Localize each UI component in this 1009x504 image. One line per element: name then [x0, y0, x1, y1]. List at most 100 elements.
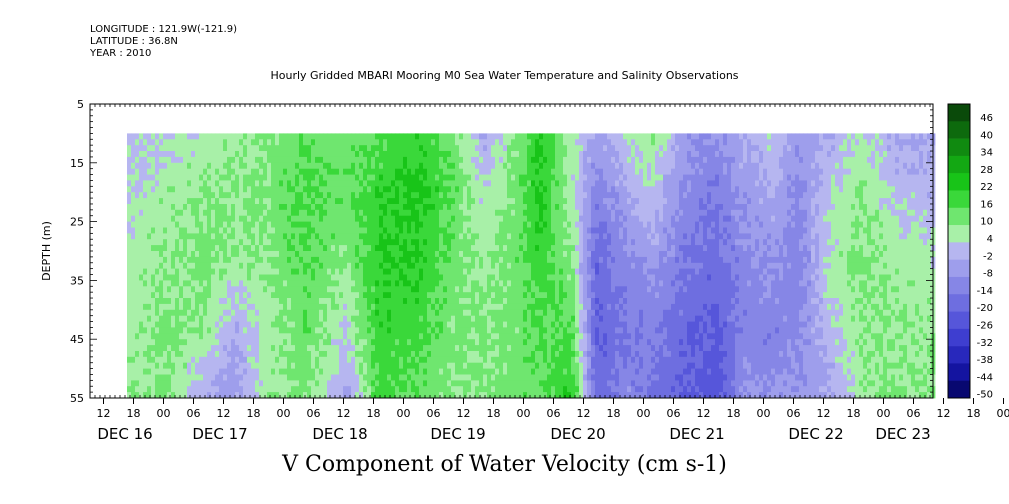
heatmap-cell [499, 209, 504, 217]
heatmap-cell [415, 221, 420, 228]
heatmap-cell [347, 374, 352, 381]
heatmap-cell [207, 174, 212, 181]
heatmap-cell [347, 162, 352, 170]
heatmap-cell [395, 380, 400, 387]
heatmap-cell [303, 239, 308, 246]
heatmap-cell [383, 309, 388, 317]
heatmap-cell [511, 380, 516, 387]
heatmap-cell [307, 298, 312, 305]
heatmap-cell [451, 227, 456, 234]
heatmap-cell [323, 151, 328, 158]
heatmap-cell [247, 227, 252, 234]
heatmap-cell [355, 162, 360, 170]
heatmap-cell [467, 215, 472, 222]
heatmap-cell [419, 198, 424, 205]
heatmap-cell [299, 362, 304, 369]
heatmap-cell [431, 133, 436, 140]
heatmap-cell [351, 327, 356, 334]
heatmap-cell [231, 239, 236, 246]
heatmap-cell [215, 286, 220, 293]
heatmap-cell [431, 321, 436, 328]
heatmap-cell [391, 386, 396, 393]
heatmap-cell [135, 368, 140, 375]
heatmap-cell [215, 356, 220, 364]
heatmap-cell [487, 186, 492, 193]
heatmap-cell [327, 321, 332, 328]
heatmap-cell [395, 180, 400, 187]
heatmap-cell [463, 233, 468, 240]
heatmap-cell [143, 215, 148, 222]
heatmap-cell [167, 245, 172, 252]
heatmap-cell [259, 356, 264, 364]
heatmap-cell [299, 286, 304, 293]
heatmap-cell [147, 198, 152, 205]
heatmap-cell [223, 245, 228, 252]
heatmap-cell [323, 268, 328, 275]
heatmap-cell [307, 356, 312, 364]
heatmap-cell [371, 315, 376, 322]
heatmap-cell [483, 351, 488, 358]
heatmap-cell [323, 286, 328, 293]
heatmap-cell [527, 221, 532, 228]
heatmap-cell [191, 139, 196, 146]
heatmap-cell [399, 374, 404, 381]
heatmap-cell [279, 274, 284, 281]
heatmap-cell [563, 356, 568, 364]
heatmap-cell [131, 139, 136, 146]
heatmap-cell [155, 245, 160, 252]
heatmap-cell [487, 386, 492, 393]
heatmap-cell [415, 327, 420, 334]
heatmap-cell [523, 374, 528, 381]
heatmap-cell [327, 309, 332, 317]
heatmap-cell [475, 339, 480, 346]
heatmap-cell [371, 298, 376, 305]
heatmap-cell [375, 327, 380, 334]
heatmap-cell [151, 221, 156, 228]
heatmap-cell [251, 362, 256, 369]
heatmap-cell [411, 256, 416, 264]
heatmap-cell [435, 233, 440, 240]
heatmap-cell [299, 345, 304, 352]
heatmap-cell [135, 256, 140, 264]
heatmap-cell [511, 351, 516, 358]
heatmap-cell [159, 221, 164, 228]
heatmap-cell [155, 162, 160, 170]
heatmap-cell [543, 245, 548, 252]
heatmap-cell [335, 368, 340, 375]
heatmap-cell [551, 345, 556, 352]
heatmap-cell [531, 168, 536, 175]
heatmap-cell [191, 262, 196, 270]
heatmap-cell [515, 309, 520, 317]
heatmap-cell [499, 227, 504, 234]
heatmap-cell [343, 221, 348, 228]
heatmap-cell [439, 256, 444, 264]
heatmap-cell [171, 321, 176, 328]
heatmap-cell [167, 327, 172, 334]
heatmap-cell [187, 386, 192, 393]
heatmap-cell [467, 345, 472, 352]
heatmap-cell [227, 368, 232, 375]
heatmap-cell [347, 221, 352, 228]
heatmap-cell [219, 162, 224, 170]
heatmap-cell [515, 168, 520, 175]
heatmap-cell [355, 262, 360, 270]
heatmap-cell [563, 251, 568, 258]
heatmap-cell [499, 186, 504, 193]
heatmap-cell [207, 368, 212, 375]
heatmap-cell [295, 286, 300, 293]
heatmap-cell [255, 262, 260, 270]
heatmap-cell [195, 156, 200, 164]
heatmap-cell [435, 256, 440, 264]
heatmap-cell [495, 298, 500, 305]
heatmap-cell [183, 227, 188, 234]
heatmap-cell [331, 239, 336, 246]
heatmap-cell [423, 168, 428, 175]
heatmap-cell [391, 221, 396, 228]
heatmap-cell [359, 239, 364, 246]
heatmap-cell [371, 392, 376, 399]
heatmap-cell [139, 215, 144, 222]
heatmap-cell [131, 133, 136, 140]
heatmap-cell [439, 262, 444, 270]
heatmap-cell [151, 339, 156, 346]
heatmap-cell [319, 186, 324, 193]
